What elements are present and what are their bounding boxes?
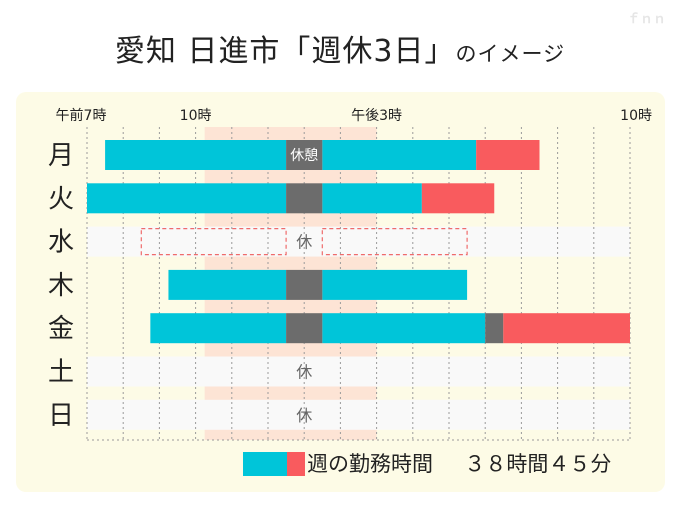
legend-total: ３８時間４５分 — [464, 452, 612, 476]
holiday-row-bg — [87, 399, 630, 430]
work-bar — [322, 140, 477, 170]
planned-hours-outline — [321, 228, 468, 256]
time-label: 10時 — [620, 108, 652, 124]
holiday-row-bg — [87, 226, 630, 257]
work-bar — [168, 269, 287, 300]
day-label: 火 — [48, 184, 74, 214]
break-bar — [485, 313, 504, 344]
day-label: 土 — [48, 358, 74, 388]
overtime-bar — [421, 183, 495, 214]
legend-text: 週の勤務時間 ３８時間４５分 — [307, 448, 611, 478]
page-title: 愛知 日進市「週休3日」のイメージ — [0, 26, 680, 70]
planned-hours-outline — [140, 228, 287, 256]
holiday-label: 休 — [296, 233, 312, 252]
day-label: 金 — [48, 314, 74, 344]
break-bar — [286, 269, 323, 300]
day-label: 木 — [48, 271, 74, 301]
title-suffix: のイメージ — [455, 42, 566, 66]
day-label: 月 — [48, 141, 74, 171]
time-label: 10時 — [180, 108, 212, 124]
time-label: 午後3時 — [351, 108, 402, 124]
legend-label: 週の勤務時間 — [307, 452, 433, 476]
day-label: 水 — [48, 228, 74, 258]
break-label: 休憩 — [290, 147, 318, 164]
work-bar — [105, 140, 287, 170]
break-bar — [286, 183, 323, 214]
holiday-row-bg — [87, 356, 630, 387]
legend-swatch-work — [243, 452, 287, 476]
break-bar — [286, 140, 323, 170]
work-bar — [87, 183, 287, 214]
day-label: 日 — [48, 401, 74, 431]
work-bar — [150, 313, 287, 344]
holiday-label: 休 — [296, 406, 312, 425]
overtime-bar — [476, 140, 540, 170]
legend-swatch-overtime — [287, 452, 305, 476]
title-main: 愛知 日進市「週休3日」 — [114, 34, 456, 69]
break-bar — [286, 313, 323, 344]
holiday-label: 休 — [296, 363, 312, 382]
watermark-logo: ｆｎｎ — [626, 12, 666, 27]
time-label: 午前7時 — [56, 107, 107, 124]
work-bar — [322, 183, 422, 214]
work-bar — [322, 313, 486, 344]
overtime-bar — [503, 313, 630, 344]
work-bar — [322, 269, 468, 300]
